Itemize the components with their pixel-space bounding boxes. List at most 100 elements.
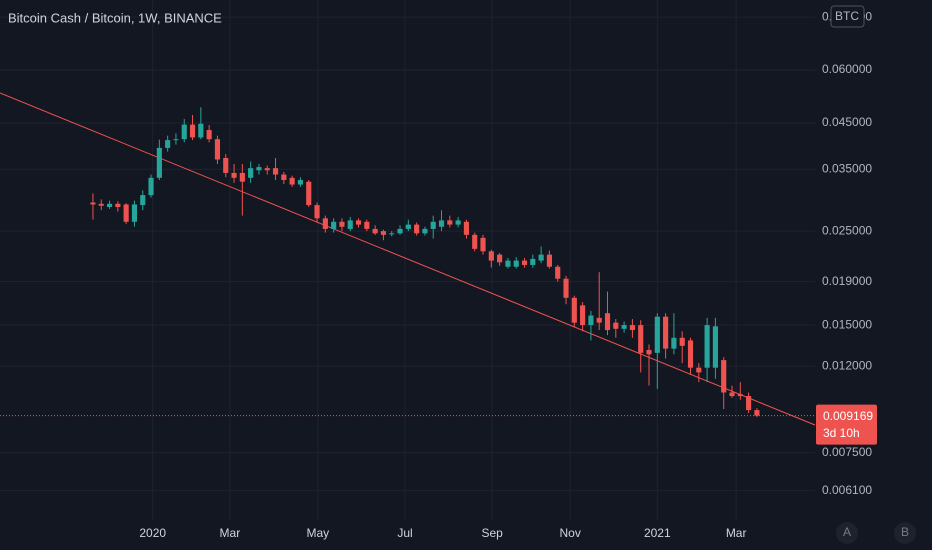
scale-button[interactable] xyxy=(836,522,858,544)
candle-body xyxy=(737,394,743,397)
scale-button-label: B xyxy=(901,525,909,539)
candle-body xyxy=(140,195,146,206)
candle-body xyxy=(588,315,594,326)
y-tick-label: 0.012000 xyxy=(822,358,872,372)
candle-body xyxy=(430,221,436,229)
candle-body xyxy=(123,204,129,222)
candle-body xyxy=(447,220,453,225)
candle-body xyxy=(256,167,262,171)
candle-body xyxy=(347,220,353,229)
y-tick-label: 0.035000 xyxy=(822,161,872,175)
candle-body xyxy=(380,231,387,235)
candle-body xyxy=(148,177,154,196)
candle-body xyxy=(189,124,196,138)
candle-body xyxy=(156,147,162,178)
trend-line[interactable] xyxy=(0,92,816,426)
candle-body xyxy=(355,220,362,225)
candle-body xyxy=(687,340,694,368)
candle-body xyxy=(372,228,378,234)
candle-body xyxy=(115,203,121,208)
candle-body xyxy=(563,278,569,298)
candle-body xyxy=(306,181,312,206)
x-tick-label: Sep xyxy=(481,526,503,540)
x-tick-label: Nov xyxy=(559,526,580,540)
countdown-label: 3d 10h xyxy=(823,426,860,440)
candle-body xyxy=(98,203,104,206)
candle-body xyxy=(264,168,270,171)
candle-body xyxy=(538,254,544,261)
price-label-box xyxy=(816,404,877,445)
candle-body xyxy=(638,325,644,353)
price-label: 0.009169 xyxy=(823,409,873,423)
candle-body xyxy=(131,204,138,222)
candle-body xyxy=(488,251,494,261)
candle-body xyxy=(472,234,478,249)
x-tick-label: Mar xyxy=(220,526,241,540)
candle-body xyxy=(530,258,536,265)
candle-body xyxy=(173,139,179,141)
candle-body xyxy=(331,221,337,229)
candle-body xyxy=(555,266,561,279)
candle-body xyxy=(165,140,171,148)
x-tick-label: 2021 xyxy=(644,526,671,540)
candle-body xyxy=(704,325,710,368)
candle-body xyxy=(455,220,461,225)
candle-body xyxy=(181,124,187,140)
candle-body xyxy=(629,325,635,331)
x-tick-label: 2020 xyxy=(139,526,166,540)
y-tick-label: 0.007500 xyxy=(822,445,872,459)
candle-body xyxy=(223,157,229,173)
y-tick-label: 0.060000 xyxy=(822,62,872,76)
candle-body xyxy=(646,350,652,355)
candle-body xyxy=(663,316,669,349)
candle-body xyxy=(679,337,685,346)
candle-body xyxy=(604,313,611,331)
candle-body xyxy=(613,322,619,329)
candle-body xyxy=(696,367,702,373)
x-tick-label: Jul xyxy=(397,526,412,540)
candle-body xyxy=(571,297,577,323)
currency-badge[interactable] xyxy=(830,5,865,28)
y-tick-label: 0.025000 xyxy=(822,223,872,237)
candle-body xyxy=(231,172,237,178)
scale-button[interactable] xyxy=(894,522,916,544)
candle-body xyxy=(206,130,212,140)
candle-body xyxy=(272,168,279,175)
candle-body xyxy=(480,237,486,252)
candle-body xyxy=(90,202,96,205)
candle-body xyxy=(621,325,627,329)
candle-body xyxy=(746,396,752,411)
candle-body xyxy=(580,305,586,326)
y-tick-label: 0.045000 xyxy=(822,115,872,129)
candle-body xyxy=(106,203,113,208)
candle-body xyxy=(248,168,254,178)
candle-body xyxy=(289,177,295,185)
candle-body xyxy=(505,260,511,267)
candle-body xyxy=(239,172,245,182)
y-tick-label: 0.019000 xyxy=(822,274,872,288)
candle-body xyxy=(754,410,760,416)
candle-body xyxy=(596,317,602,323)
candle-body xyxy=(297,180,304,185)
candle-body xyxy=(463,221,469,235)
candle-body xyxy=(414,224,420,234)
candle-body xyxy=(198,123,204,138)
candle-body xyxy=(214,139,221,160)
candle-body xyxy=(422,228,428,234)
y-tick-label: 0.015000 xyxy=(822,317,872,331)
candle-body xyxy=(364,221,370,229)
candle-body xyxy=(438,220,445,227)
currency-label: BTC xyxy=(835,9,859,23)
candle-body xyxy=(671,337,677,349)
y-tick-label: 0.006100 xyxy=(822,483,872,497)
candle-body xyxy=(712,326,718,368)
candle-body xyxy=(281,174,287,181)
scale-button-label: A xyxy=(843,525,851,539)
candle-body xyxy=(546,254,552,267)
chart-title: Bitcoin Cash / Bitcoin, 1W, BINANCE xyxy=(8,10,222,25)
candle-body xyxy=(314,205,320,219)
candle-body xyxy=(521,260,528,265)
candle-body xyxy=(497,254,503,263)
candle-body xyxy=(389,233,395,235)
